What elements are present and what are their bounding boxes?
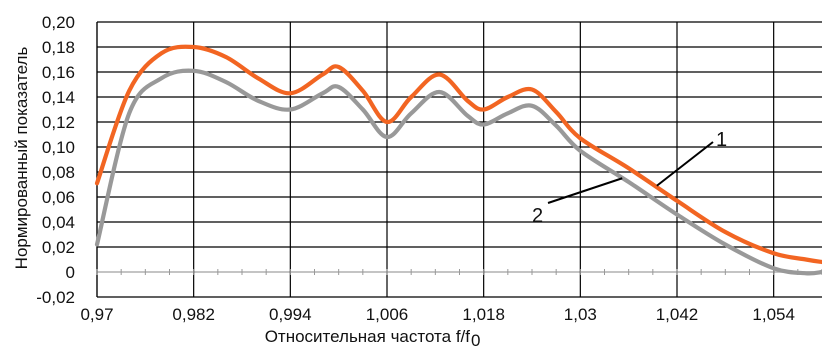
curve-annotations: 12 [532,129,727,227]
y-tick-label: 0,12 [42,113,75,132]
curve-label-2: 2 [532,205,543,227]
x-tick-labels: 0,97 0,982 0,994 1,006 1,018 1,03 1,042 1,054 [80,305,794,324]
x-tick-label: 1,018 [462,305,505,324]
x-axis-title: Относительная частота f/f [265,327,471,346]
y-tick-label: 0,20 [42,13,75,32]
y-tick-label: 0,08 [42,163,75,182]
x-tick-label: 1,03 [564,305,597,324]
y-tick-label: 0,06 [42,188,75,207]
leader-line-1 [657,142,713,186]
x-tick-label: 0,97 [80,305,113,324]
y-tick-labels: -0,02 0 0,02 0,04 0,06 0,08 0,10 0,12 0,14 0,16 0,… [36,13,75,307]
x-tick-label: 1,042 [656,305,699,324]
y-tick-label: 0,02 [42,238,75,257]
y-tick-label: 0 [66,263,75,282]
y-axis-title: Нормированный показатель [12,47,31,270]
x-tick-label: 1,054 [752,305,795,324]
y-tick-label: -0,02 [36,288,75,307]
series-lines [97,47,822,274]
x-tick-label: 0,982 [172,305,215,324]
y-tick-label: 0,04 [42,213,75,232]
y-tick-label: 0,10 [42,138,75,157]
curve-label-1: 1 [716,129,727,151]
x-axis-title-subscript: 0 [471,331,480,350]
y-tick-label: 0,16 [42,63,75,82]
grid [97,22,822,297]
series-line-1 [97,47,822,262]
y-tick-label: 0,14 [42,88,75,107]
x-tick-label: 1,006 [366,305,409,324]
leader-line-2 [548,178,622,203]
x-tick-label: 0,994 [269,305,312,324]
y-tick-label: 0,18 [42,38,75,57]
